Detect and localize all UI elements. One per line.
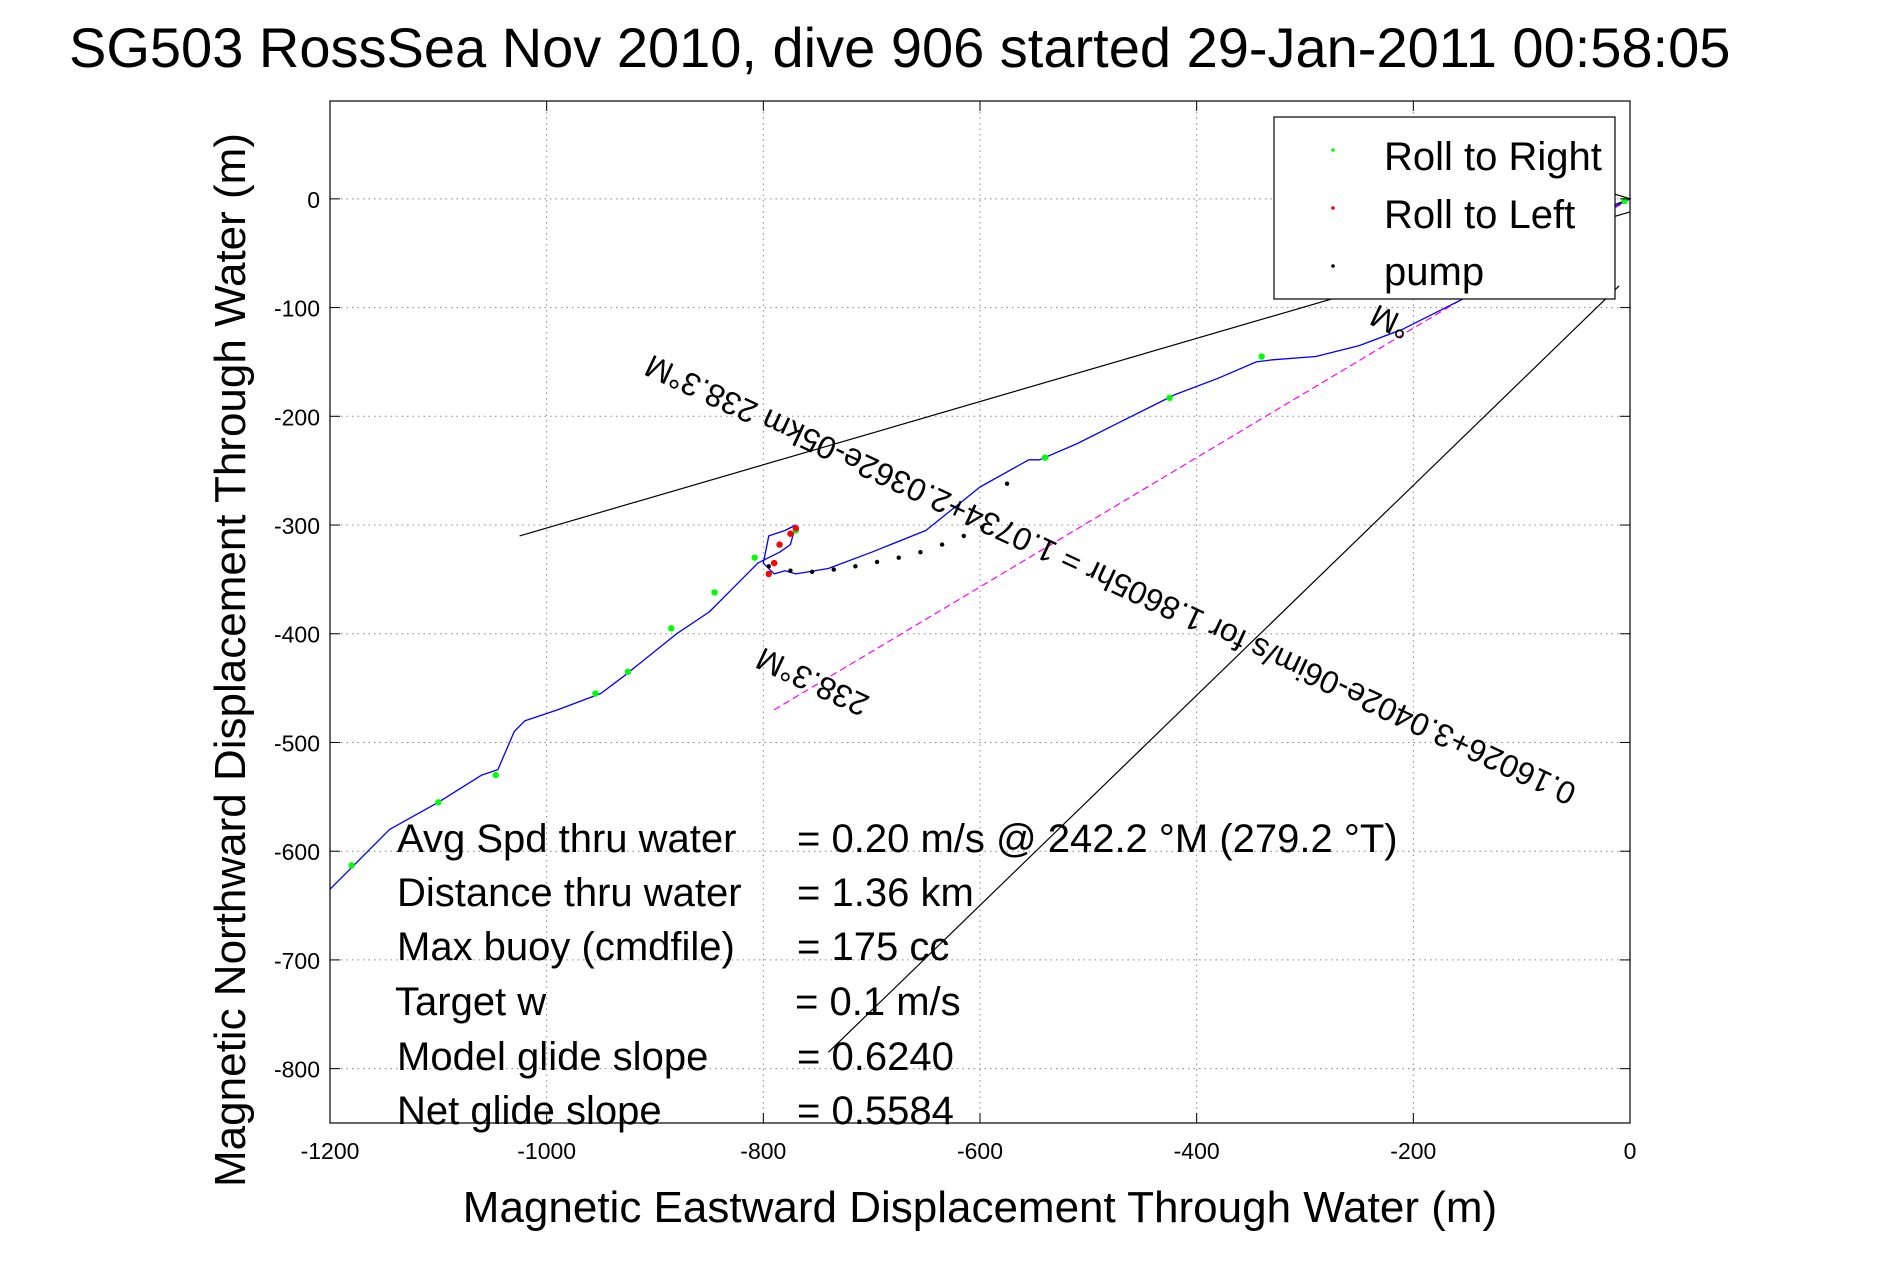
y-tick-label: -100 <box>274 296 320 322</box>
y-tick-label: -200 <box>274 404 320 430</box>
x-tick-label: -1200 <box>301 1138 360 1164</box>
grid <box>329 101 1631 1123</box>
y-tick-label: -300 <box>274 513 320 539</box>
roll-right-point <box>711 589 718 596</box>
roll-right-point <box>1621 197 1628 205</box>
pump-point <box>788 568 793 573</box>
stat-label: Model glide slope <box>397 1035 708 1079</box>
y-tick-label: 0 <box>307 187 320 213</box>
x-tick-label: -600 <box>957 1138 1003 1164</box>
x-axis-label: Magnetic Eastward Displacement Through W… <box>463 1183 1497 1232</box>
legend: Roll to Right Roll to Left pump <box>1273 116 1616 300</box>
x-tick-label: 0 <box>1624 1138 1637 1164</box>
stat-label: Max buoy (cmdfile) <box>397 925 735 969</box>
x-tick-label: -800 <box>740 1138 786 1164</box>
stats-block: Avg Spd thru water = 0.20 m/s @ 242.2 °M… <box>395 817 1398 1133</box>
stat-label: Avg Spd thru water <box>397 817 736 861</box>
pump-point <box>853 564 858 569</box>
data-layer <box>329 197 1631 890</box>
stat-label: Net glide slope <box>397 1089 662 1133</box>
pump-point <box>918 550 923 555</box>
legend-label-pump: pump <box>1384 250 1484 294</box>
roll-left-point <box>770 559 778 567</box>
x-tick-label: -1000 <box>517 1138 576 1164</box>
axis-ticks: -1200 -1000 -800 -600 -400 -200 0 0 -100 -200 -300… <box>274 101 1636 1164</box>
roll-left-point <box>776 541 783 548</box>
roll-right-point <box>751 554 758 561</box>
pump-point <box>874 559 880 565</box>
roll-left-point <box>787 530 794 537</box>
y-tick-label: -800 <box>274 1057 320 1083</box>
stat-value: = 0.20 m/s @ 242.2 °M (279.2 °T) <box>797 817 1398 861</box>
stat-label: Distance thru water <box>397 871 742 915</box>
roll-right-point <box>1041 454 1049 461</box>
roll-right-point <box>1166 394 1173 402</box>
legend-label-roll-left: Roll to Left <box>1384 193 1575 237</box>
track-line <box>329 198 1631 890</box>
stat-value: = 175 cc <box>797 925 949 969</box>
stat-label: Target w <box>395 980 546 1024</box>
roll-right-point <box>668 625 675 632</box>
y-tick-label: -500 <box>274 730 320 756</box>
pump-point <box>766 564 771 569</box>
stat-value: = 1.36 km <box>797 871 974 915</box>
legend-swatch-roll-left <box>1331 206 1335 210</box>
roll-right-point <box>624 668 632 675</box>
y-tick-label: -700 <box>274 948 320 974</box>
stat-value: = 0.1 m/s <box>795 980 961 1024</box>
pump-point <box>979 524 985 530</box>
stat-value: = 0.5584 <box>797 1089 954 1133</box>
legend-label-roll-right: Roll to Right <box>1384 135 1602 179</box>
roll-right-point <box>592 690 599 697</box>
roll-right-point <box>492 771 499 779</box>
legend-box <box>1273 116 1616 300</box>
pump-point <box>831 567 836 572</box>
y-tick-label: -400 <box>274 622 320 648</box>
pump-point <box>939 542 945 547</box>
x-tick-label: -200 <box>1390 1138 1436 1164</box>
legend-swatch-pump <box>1331 264 1335 268</box>
direction-line <box>827 285 1620 1053</box>
pump-point <box>1004 481 1010 486</box>
pump-point <box>809 569 815 574</box>
y-axis-label: Magnetic Northward Displacement Through … <box>206 133 255 1187</box>
roll-left-point <box>765 570 772 578</box>
pump-point <box>896 555 901 560</box>
y-tick-label: -600 <box>274 839 320 865</box>
x-tick-label: -400 <box>1174 1138 1220 1164</box>
pump-point <box>961 533 966 539</box>
roll-right-point <box>348 862 355 869</box>
legend-swatch-roll-right <box>1331 148 1335 152</box>
stat-value: = 0.6240 <box>797 1035 954 1079</box>
roll-left-point <box>792 525 800 532</box>
chart-title: SG503 RossSea Nov 2010, dive 906 started… <box>69 16 1730 79</box>
roll-right-point <box>1258 353 1265 360</box>
roll-right-point <box>435 799 442 806</box>
